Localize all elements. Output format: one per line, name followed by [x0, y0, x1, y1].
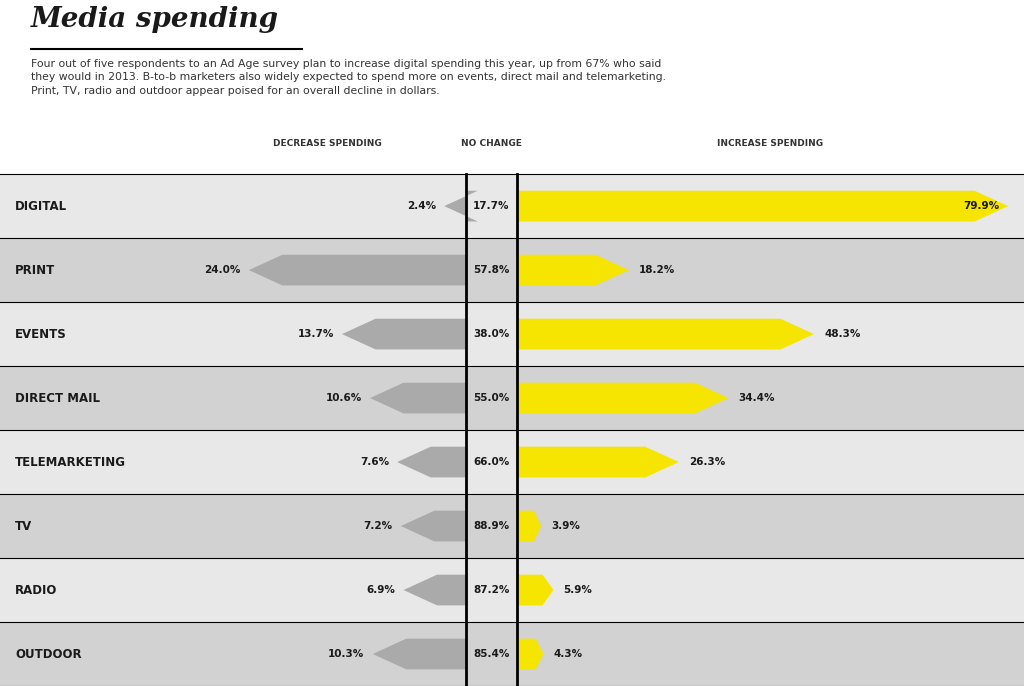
Polygon shape — [249, 255, 466, 285]
Polygon shape — [517, 383, 728, 414]
Text: INCREASE SPENDING: INCREASE SPENDING — [718, 139, 823, 147]
Polygon shape — [517, 447, 679, 477]
Text: 10.6%: 10.6% — [326, 393, 361, 403]
Polygon shape — [342, 319, 466, 349]
Text: PRINT: PRINT — [15, 263, 55, 276]
Text: Four out of five respondents to an Ad Age survey plan to increase digital spendi: Four out of five respondents to an Ad Ag… — [31, 59, 666, 95]
Bar — [0, 622, 1024, 686]
Text: 48.3%: 48.3% — [824, 329, 860, 339]
Text: 6.9%: 6.9% — [367, 585, 395, 595]
Bar — [0, 494, 1024, 558]
Text: 26.3%: 26.3% — [689, 457, 725, 467]
Bar — [0, 366, 1024, 430]
Polygon shape — [517, 639, 544, 670]
Text: 10.3%: 10.3% — [329, 649, 365, 659]
Text: TV: TV — [15, 519, 33, 532]
Text: 5.9%: 5.9% — [563, 585, 593, 595]
Polygon shape — [517, 319, 814, 349]
Text: DECREASE SPENDING: DECREASE SPENDING — [273, 139, 382, 147]
Text: DIRECT MAIL: DIRECT MAIL — [15, 392, 100, 405]
Polygon shape — [517, 510, 541, 541]
Polygon shape — [400, 510, 466, 541]
Text: 7.6%: 7.6% — [359, 457, 389, 467]
Text: DIGITAL: DIGITAL — [15, 200, 68, 213]
Bar — [0, 302, 1024, 366]
Text: TELEMARKETING: TELEMARKETING — [15, 456, 126, 469]
Text: 17.7%: 17.7% — [473, 201, 510, 211]
Text: 34.4%: 34.4% — [738, 393, 775, 403]
Bar — [0, 430, 1024, 494]
Polygon shape — [370, 383, 466, 414]
Text: Media spending: Media spending — [31, 6, 279, 33]
Text: 66.0%: 66.0% — [473, 457, 510, 467]
Text: 3.9%: 3.9% — [551, 521, 581, 531]
Text: 4.3%: 4.3% — [554, 649, 583, 659]
Text: 38.0%: 38.0% — [473, 329, 510, 339]
Text: 57.8%: 57.8% — [473, 265, 510, 275]
Bar — [0, 558, 1024, 622]
Text: 2.4%: 2.4% — [407, 201, 436, 211]
Polygon shape — [397, 447, 466, 477]
Text: 79.9%: 79.9% — [964, 201, 999, 211]
Polygon shape — [373, 639, 466, 670]
Text: 87.2%: 87.2% — [473, 585, 510, 595]
Text: OUTDOOR: OUTDOOR — [15, 648, 82, 661]
Text: NO CHANGE: NO CHANGE — [461, 139, 522, 147]
Text: 55.0%: 55.0% — [473, 393, 510, 403]
Polygon shape — [444, 191, 478, 222]
Polygon shape — [517, 255, 629, 285]
Text: 85.4%: 85.4% — [473, 649, 510, 659]
Text: 88.9%: 88.9% — [473, 521, 510, 531]
Text: 24.0%: 24.0% — [204, 265, 241, 275]
Polygon shape — [517, 575, 553, 605]
Polygon shape — [403, 575, 466, 605]
Text: RADIO: RADIO — [15, 584, 57, 597]
Text: 7.2%: 7.2% — [364, 521, 392, 531]
Bar — [0, 174, 1024, 238]
Polygon shape — [517, 191, 1008, 222]
Text: EVENTS: EVENTS — [15, 328, 68, 340]
Text: 18.2%: 18.2% — [639, 265, 676, 275]
Bar — [0, 238, 1024, 302]
Text: 13.7%: 13.7% — [297, 329, 334, 339]
